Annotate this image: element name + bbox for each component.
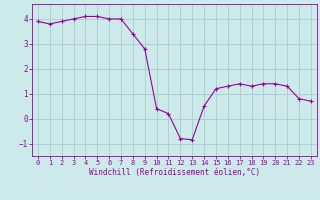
X-axis label: Windchill (Refroidissement éolien,°C): Windchill (Refroidissement éolien,°C) [89,168,260,177]
